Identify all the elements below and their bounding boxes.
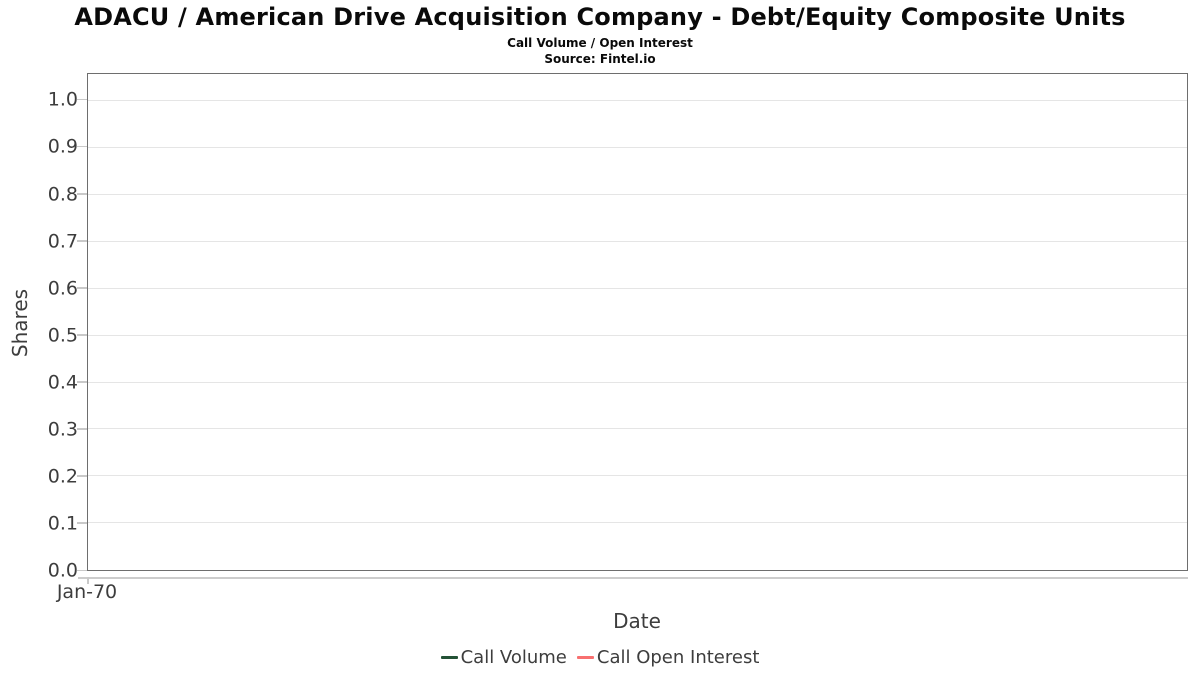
y-tick-mark bbox=[77, 98, 87, 101]
chart-title: ADACU / American Drive Acquisition Compa… bbox=[74, 3, 1126, 31]
legend-item[interactable]: Call Open Interest bbox=[576, 647, 760, 668]
y-tick-label: 0.7 bbox=[47, 230, 78, 253]
gridline bbox=[88, 240, 1187, 242]
y-tick-label: 0.0 bbox=[47, 559, 78, 582]
y-tick-label: 0.3 bbox=[47, 418, 78, 441]
legend-swatch-icon bbox=[576, 656, 594, 659]
chart-legend: Call Volume Call Open Interest bbox=[0, 647, 1200, 668]
gridline bbox=[88, 475, 1187, 477]
x-tick-label: Jan-70 bbox=[56, 581, 118, 603]
y-tick-label: 0.8 bbox=[47, 183, 78, 206]
y-tick-label: 0.5 bbox=[47, 324, 78, 347]
x-axis-line bbox=[78, 577, 1188, 579]
y-tick-mark bbox=[77, 381, 87, 383]
y-tick-mark bbox=[77, 193, 87, 195]
chart-subtitle: Call Volume / Open Interest bbox=[507, 36, 693, 50]
y-tick-mark bbox=[77, 569, 87, 571]
y-tick-label: 0.4 bbox=[47, 371, 78, 394]
y-tick-mark bbox=[77, 334, 87, 336]
y-tick-mark bbox=[77, 428, 87, 430]
gridline bbox=[88, 147, 1187, 149]
y-tick-mark bbox=[77, 475, 87, 477]
legend-item[interactable]: Call Volume bbox=[440, 647, 567, 668]
gridline bbox=[88, 428, 1187, 430]
legend-label: Call Volume bbox=[460, 647, 567, 668]
gridline bbox=[88, 381, 1187, 383]
legend-label: Call Open Interest bbox=[596, 647, 760, 668]
y-axis-tick-marks bbox=[77, 73, 87, 571]
gridline bbox=[88, 522, 1187, 524]
y-tick-mark bbox=[77, 240, 87, 242]
y-tick-label: 1.0 bbox=[47, 88, 78, 111]
y-tick-label: 0.2 bbox=[47, 465, 78, 488]
gridline bbox=[88, 100, 1187, 102]
x-axis-title: Date bbox=[613, 609, 661, 633]
gridline bbox=[88, 287, 1187, 289]
legend-swatch-icon bbox=[440, 656, 458, 659]
y-tick-mark bbox=[77, 522, 87, 524]
y-tick-mark bbox=[77, 145, 87, 148]
y-tick-label: 0.6 bbox=[47, 277, 78, 300]
chart-source: Source: Fintel.io bbox=[544, 52, 656, 66]
x-axis-tick-mark bbox=[87, 577, 89, 584]
gridline bbox=[88, 194, 1187, 196]
gridline bbox=[88, 334, 1187, 336]
plot-area bbox=[87, 73, 1188, 571]
y-axis-tick-labels: 0.0 0.1 0.2 0.3 0.4 0.5 0.6 0.7 0.8 0.9 1.0 bbox=[0, 73, 78, 580]
y-tick-label: 0.9 bbox=[47, 135, 78, 158]
y-tick-label: 0.1 bbox=[47, 512, 78, 535]
y-tick-mark bbox=[77, 287, 87, 289]
